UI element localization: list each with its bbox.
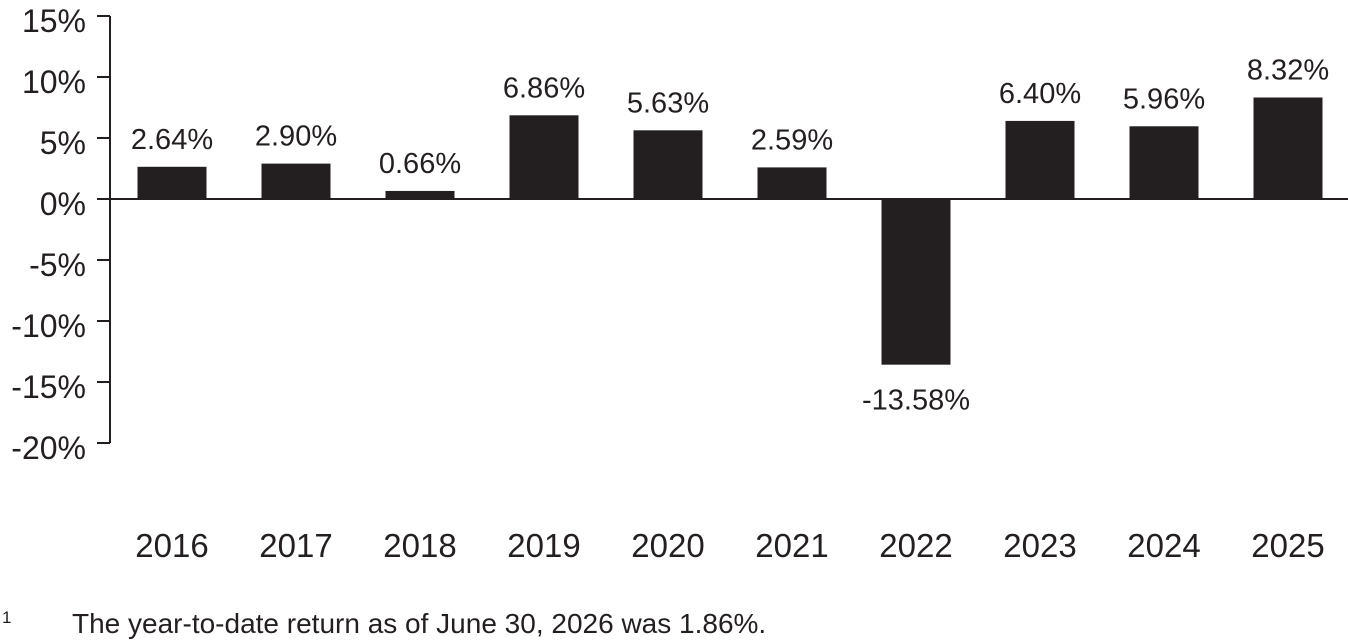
x-tick-label-2016: 2016	[135, 527, 208, 564]
y-tick-label: 15%	[22, 3, 86, 39]
y-tick-label: 5%	[40, 125, 86, 161]
footnote: 1 The year-to-date return as of June 30,…	[0, 604, 1348, 640]
bar-chart: 15% 10% 5% 0% -5% -10% -15% -20% 2.64% 2.90% 0.66…	[11, 3, 1348, 564]
bar-2017	[261, 163, 331, 199]
x-tick-label-2025: 2025	[1251, 527, 1324, 564]
bar-2021	[757, 167, 827, 199]
x-tick-label-2018: 2018	[383, 527, 456, 564]
data-label-2023: 6.40%	[999, 78, 1081, 110]
x-axis-labels: 2016 2017 2018 2019 2020 2021 2022 2023 2024 2025	[135, 527, 1324, 564]
x-tick-label-2017: 2017	[259, 527, 332, 564]
bar-2022	[881, 199, 951, 365]
y-tick-label: -15%	[11, 369, 86, 405]
data-label-2019: 6.86%	[503, 72, 585, 104]
y-tick-label: 0%	[40, 186, 86, 222]
data-label-2024: 5.96%	[1123, 83, 1205, 115]
data-label-2020: 5.63%	[627, 87, 709, 119]
bar-2024	[1129, 126, 1199, 199]
data-label-2021: 2.59%	[751, 124, 833, 156]
y-tick-label: -20%	[11, 430, 86, 466]
footnote-marker: 1	[2, 608, 12, 627]
x-tick-label-2021: 2021	[755, 527, 828, 564]
x-tick-label-2024: 2024	[1127, 527, 1200, 564]
x-tick-label-2019: 2019	[507, 527, 580, 564]
data-label-2025: 8.32%	[1247, 54, 1329, 86]
data-label-2022: -13.58%	[862, 385, 970, 417]
bar-2020	[633, 130, 703, 199]
x-tick-label-2023: 2023	[1003, 527, 1076, 564]
y-tick-label: 10%	[22, 64, 86, 100]
y-tick-label: -10%	[11, 308, 86, 344]
x-tick-label-2022: 2022	[879, 527, 952, 564]
bar-2025	[1253, 97, 1323, 199]
y-axis: 15% 10% 5% 0% -5% -10% -15% -20%	[11, 3, 111, 466]
x-tick-label-2020: 2020	[631, 527, 704, 564]
value-labels: 2.64% 2.90% 0.66% 6.86% 5.63% 2.59% -13.58% 6.4…	[131, 54, 1329, 416]
y-tick-label: -5%	[29, 247, 86, 283]
data-label-2016: 2.64%	[131, 124, 213, 156]
data-label-2018: 0.66%	[379, 148, 461, 180]
bar-2023	[1005, 120, 1075, 199]
footnote-text: The year-to-date return as of June 30, 2…	[72, 608, 767, 639]
bar-2018	[385, 190, 455, 199]
data-label-2017: 2.90%	[255, 121, 337, 153]
bar-2016	[137, 166, 207, 199]
bars	[137, 97, 1323, 365]
bar-2019	[509, 115, 579, 199]
